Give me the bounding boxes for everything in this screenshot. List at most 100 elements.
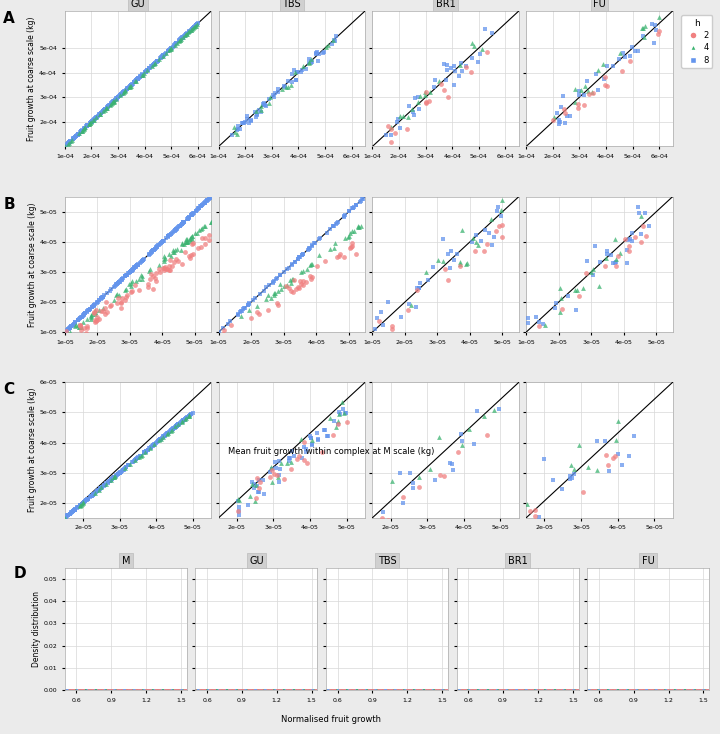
Point bbox=[111, 92, 122, 104]
Point bbox=[158, 431, 169, 443]
Point bbox=[380, 129, 392, 141]
Point bbox=[172, 419, 184, 431]
Point bbox=[294, 251, 306, 263]
Point bbox=[63, 137, 75, 148]
Point bbox=[130, 75, 142, 87]
Point bbox=[73, 501, 84, 513]
Point bbox=[89, 316, 101, 328]
Point bbox=[115, 302, 127, 313]
Point bbox=[117, 465, 128, 476]
Point bbox=[156, 433, 167, 445]
Point bbox=[587, 263, 598, 275]
Point bbox=[272, 285, 284, 297]
Point bbox=[85, 490, 96, 502]
Point bbox=[217, 328, 228, 340]
Point bbox=[163, 248, 175, 260]
Point bbox=[191, 18, 202, 30]
Point bbox=[64, 321, 76, 333]
Point bbox=[239, 302, 251, 314]
Point bbox=[311, 260, 323, 272]
Point bbox=[626, 41, 637, 53]
Point bbox=[167, 40, 179, 52]
Point bbox=[306, 57, 318, 68]
Point bbox=[568, 463, 580, 475]
Point bbox=[261, 281, 272, 293]
Point bbox=[296, 249, 307, 261]
Point bbox=[156, 237, 167, 249]
Point bbox=[568, 468, 580, 479]
Point bbox=[167, 227, 179, 239]
Point bbox=[184, 236, 196, 247]
Point bbox=[64, 136, 76, 148]
Point bbox=[65, 507, 76, 519]
Point bbox=[124, 266, 135, 278]
Point bbox=[151, 241, 163, 252]
Point bbox=[189, 207, 200, 219]
Point bbox=[122, 83, 133, 95]
Point bbox=[188, 207, 199, 219]
Point bbox=[108, 95, 120, 106]
Point bbox=[140, 66, 151, 78]
Point bbox=[420, 266, 432, 278]
Point bbox=[184, 211, 195, 223]
Point bbox=[99, 103, 111, 115]
Point bbox=[150, 437, 161, 449]
Point bbox=[79, 308, 91, 319]
Point bbox=[383, 296, 395, 308]
Point bbox=[529, 504, 541, 516]
Point bbox=[110, 93, 122, 105]
Point bbox=[326, 38, 338, 50]
Point bbox=[88, 299, 99, 311]
Point bbox=[312, 433, 324, 445]
Point bbox=[253, 482, 265, 494]
Point bbox=[92, 296, 104, 308]
Point bbox=[174, 418, 185, 430]
Point bbox=[634, 207, 645, 219]
Point bbox=[128, 456, 140, 468]
Point bbox=[235, 305, 246, 317]
Point bbox=[565, 459, 577, 471]
Point bbox=[142, 443, 153, 455]
Point bbox=[127, 78, 138, 90]
Point bbox=[183, 410, 194, 422]
Point bbox=[251, 479, 262, 490]
Point bbox=[132, 452, 143, 464]
Point bbox=[291, 66, 302, 78]
Point bbox=[392, 114, 404, 126]
Point bbox=[197, 200, 208, 211]
Point bbox=[147, 440, 158, 451]
Point bbox=[149, 438, 161, 450]
Point bbox=[60, 140, 71, 152]
Point bbox=[181, 236, 193, 248]
Point bbox=[150, 437, 161, 448]
Point bbox=[251, 301, 263, 313]
Point bbox=[165, 264, 176, 276]
Point bbox=[342, 231, 354, 243]
Point bbox=[109, 95, 120, 107]
Point bbox=[267, 276, 279, 288]
Point bbox=[569, 83, 580, 95]
Point bbox=[148, 244, 159, 256]
Point bbox=[121, 269, 132, 281]
Point bbox=[558, 103, 570, 115]
Point bbox=[162, 427, 174, 439]
Point bbox=[82, 120, 94, 131]
Point bbox=[306, 440, 318, 451]
Point bbox=[143, 277, 154, 289]
Point bbox=[83, 119, 94, 131]
Point bbox=[163, 426, 174, 438]
Point bbox=[94, 109, 105, 120]
Point bbox=[76, 125, 87, 137]
Point bbox=[158, 431, 169, 443]
Point bbox=[238, 303, 249, 315]
Point bbox=[557, 90, 569, 102]
Point bbox=[601, 80, 613, 92]
Point bbox=[289, 64, 300, 76]
Point bbox=[181, 412, 193, 424]
Point bbox=[120, 291, 132, 302]
Point bbox=[174, 418, 186, 429]
Point bbox=[176, 218, 187, 230]
Point bbox=[108, 95, 120, 107]
Point bbox=[76, 126, 87, 137]
Point bbox=[227, 129, 238, 141]
